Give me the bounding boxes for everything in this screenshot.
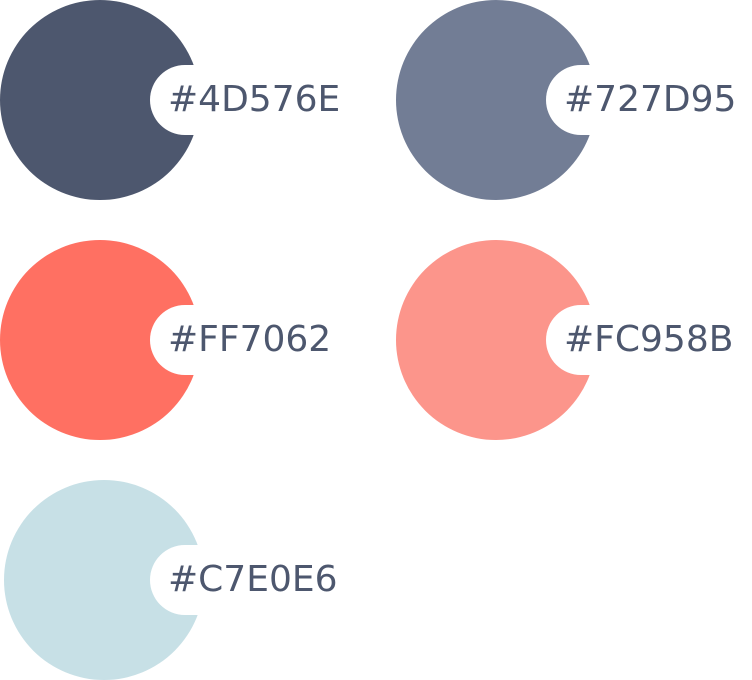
hex-label: #FC958B — [546, 305, 752, 375]
hex-label: #FF7062 — [150, 305, 350, 375]
color-swatch-5: #C7E0E6 — [4, 480, 404, 680]
hex-label: #4D576E — [150, 65, 359, 135]
hex-label: #C7E0E6 — [150, 545, 356, 615]
color-swatch-1: #4D576E — [0, 0, 400, 200]
color-swatch-4: #FC958B — [396, 240, 752, 440]
color-swatch-3: #FF7062 — [0, 240, 400, 440]
color-swatch-2: #727D95 — [396, 0, 752, 200]
hex-label: #727D95 — [546, 65, 752, 135]
